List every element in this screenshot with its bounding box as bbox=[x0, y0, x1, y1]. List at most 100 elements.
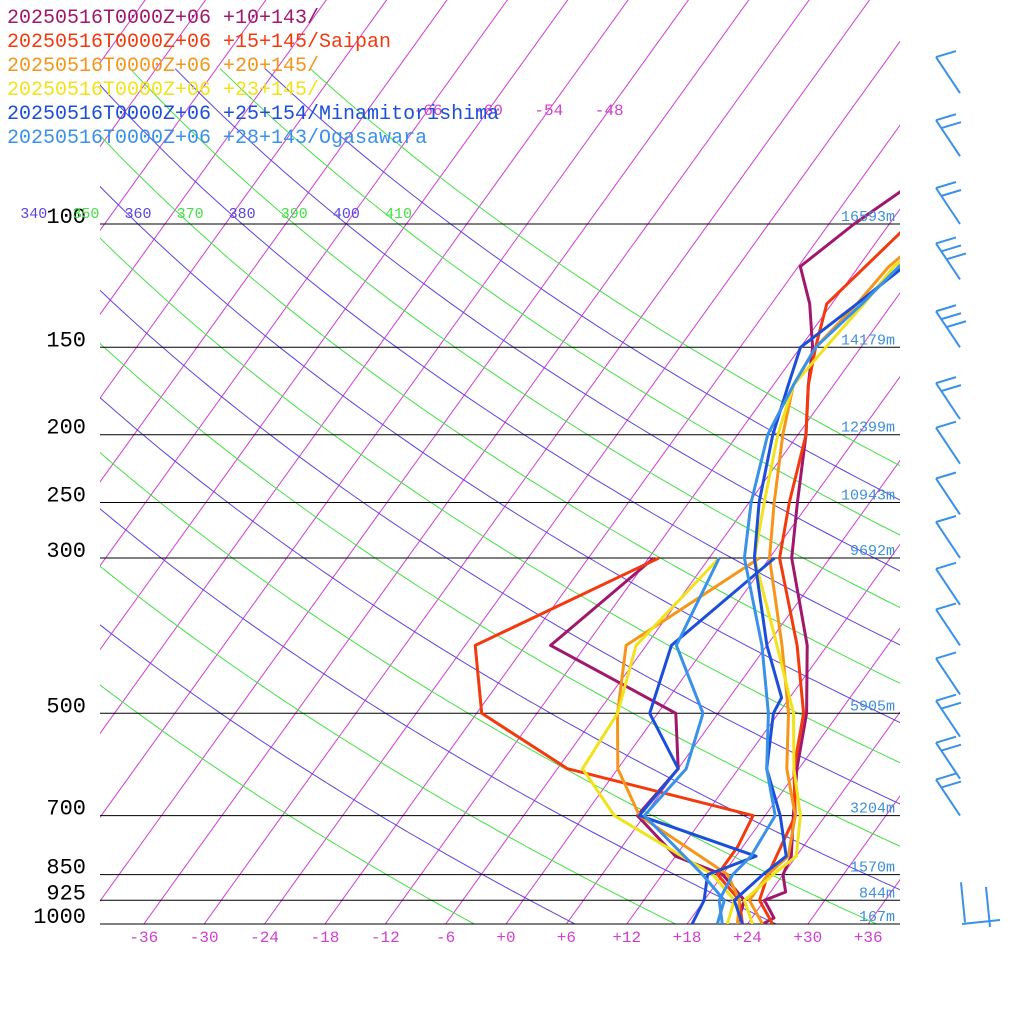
temperature-tick-label: -6 bbox=[436, 929, 455, 947]
wind-barb bbox=[935, 119, 961, 157]
height-label: 844m bbox=[859, 885, 895, 902]
height-label: 12399m bbox=[841, 420, 895, 437]
wind-barb bbox=[935, 427, 961, 465]
wind-barb bbox=[935, 568, 961, 606]
isotherm-line bbox=[747, 711, 900, 924]
top-temperature-label: -48 bbox=[595, 102, 624, 120]
top-temperature-label: -60 bbox=[474, 102, 503, 120]
series-2-temperature-line bbox=[758, 230, 900, 924]
isotherm-line bbox=[445, 292, 900, 924]
wind-barb-flag bbox=[940, 121, 962, 130]
wind-barb-flag bbox=[935, 561, 957, 570]
legend-entry: 20250516T0000Z+06 +25+154/Minamitorishim… bbox=[7, 103, 499, 126]
isotherm-line bbox=[989, 0, 1024, 924]
height-label: 16593m bbox=[841, 209, 895, 226]
wind-barb-flag bbox=[935, 50, 957, 58]
temperature-tick-label: +12 bbox=[612, 929, 641, 947]
dry-adiabat-line bbox=[100, 289, 900, 805]
isotherm-line bbox=[100, 0, 207, 148]
theta-label: 410 bbox=[385, 206, 412, 223]
theta-label: 400 bbox=[333, 206, 360, 223]
isotherm-line bbox=[100, 0, 267, 232]
wind-barb bbox=[935, 608, 961, 646]
height-label: 5905m bbox=[850, 698, 895, 715]
series-3-temperature-line bbox=[747, 255, 900, 924]
isotherm-line bbox=[203, 0, 871, 924]
wind-barb bbox=[935, 310, 961, 348]
pressure-tick-label: 700 bbox=[46, 797, 86, 822]
isotherm-line bbox=[100, 0, 327, 316]
wind-barb-flag bbox=[945, 252, 967, 261]
wind-barb-flag bbox=[940, 384, 962, 393]
legend-entry: 20250516T0000Z+06 +15+145/Saipan bbox=[7, 31, 391, 54]
temperature-tick-label: -36 bbox=[129, 929, 158, 947]
series-6-temperature-line bbox=[717, 263, 900, 924]
wind-barb bbox=[935, 187, 961, 225]
series-1-dewpoint-line bbox=[549, 556, 746, 924]
isotherm-line bbox=[626, 543, 900, 924]
wind-barb-flag bbox=[935, 236, 957, 245]
legend-entry: 20250516T0000Z+06 +28+143/Ogasawara bbox=[7, 127, 427, 150]
isotherm-line bbox=[100, 0, 508, 567]
wind-barb bbox=[935, 657, 961, 696]
isotherm-line bbox=[505, 375, 900, 924]
height-label: 3204m bbox=[850, 801, 895, 818]
wind-barb bbox=[935, 56, 961, 94]
temperature-tick-label: -18 bbox=[311, 929, 340, 947]
wind-barb bbox=[935, 779, 961, 817]
legend: 20250516T0000Z+06 +10+143/20250516T0000Z… bbox=[7, 7, 499, 150]
dry-adiabat-line bbox=[100, 134, 900, 684]
isotherm-line bbox=[929, 0, 1024, 924]
isotherm-line bbox=[100, 0, 388, 399]
top-temperature-label: -54 bbox=[534, 102, 563, 120]
isotherm-line bbox=[100, 0, 629, 735]
sounding-series bbox=[473, 190, 900, 924]
pressure-tick-label: 850 bbox=[46, 856, 86, 881]
wind-barb-flag bbox=[935, 376, 957, 385]
isotherm-line bbox=[100, 0, 750, 902]
wind-barb-flag bbox=[935, 515, 957, 523]
wind-barb bbox=[935, 700, 961, 738]
wind-barb bbox=[935, 742, 961, 780]
dry-adiabat-line bbox=[219, 68, 900, 536]
dry-adiabat-line bbox=[100, 508, 778, 924]
isotherm-line bbox=[143, 0, 810, 924]
legend-entry: 20250516T0000Z+06 +20+145/ bbox=[7, 55, 319, 78]
pressure-tick-label: 500 bbox=[46, 694, 86, 719]
height-label: 14179m bbox=[841, 332, 895, 349]
dry-adiabat-line bbox=[100, 451, 878, 924]
theta-label: 390 bbox=[281, 206, 308, 223]
dry-adiabat-line bbox=[129, 68, 900, 609]
series-5-dewpoint-line bbox=[637, 556, 776, 924]
wind-barb bbox=[935, 477, 961, 516]
wind-barb-flag bbox=[940, 780, 962, 789]
wind-barb bbox=[935, 382, 961, 420]
theta-label: 380 bbox=[229, 206, 256, 223]
wind-barb-flag bbox=[940, 743, 962, 752]
temperature-tick-label: +6 bbox=[557, 929, 576, 947]
pressure-tick-label: 250 bbox=[46, 484, 86, 509]
theta-label: 350 bbox=[72, 206, 99, 223]
pressure-tick-label: 1000 bbox=[33, 905, 86, 930]
isotherm-line bbox=[807, 795, 900, 924]
isotherm-line bbox=[324, 124, 900, 924]
isotherm-line bbox=[686, 627, 900, 924]
isotherm-lines bbox=[100, 0, 1024, 924]
dry-adiabat-line bbox=[100, 396, 900, 891]
temperature-tick-label: +0 bbox=[496, 929, 515, 947]
theta-label: 370 bbox=[177, 206, 204, 223]
temperature-tick-label: -30 bbox=[190, 929, 219, 947]
height-label: 10943m bbox=[841, 488, 895, 505]
height-label: 1570m bbox=[850, 860, 895, 877]
isotherm-line bbox=[100, 0, 448, 483]
height-label: 167m bbox=[859, 909, 895, 926]
series-4-dewpoint-line bbox=[581, 556, 736, 924]
wind-barb-flag bbox=[935, 113, 957, 122]
dry-adiabat-line bbox=[264, 68, 900, 501]
isotherm-line bbox=[100, 0, 690, 819]
dry-adiabat-line bbox=[100, 84, 900, 646]
isotherm-line bbox=[100, 0, 569, 651]
wind-barb-flag bbox=[935, 735, 957, 744]
legend-entry: 20250516T0000Z+06 +10+143/ bbox=[7, 7, 319, 30]
wind-barb bbox=[961, 919, 1001, 925]
